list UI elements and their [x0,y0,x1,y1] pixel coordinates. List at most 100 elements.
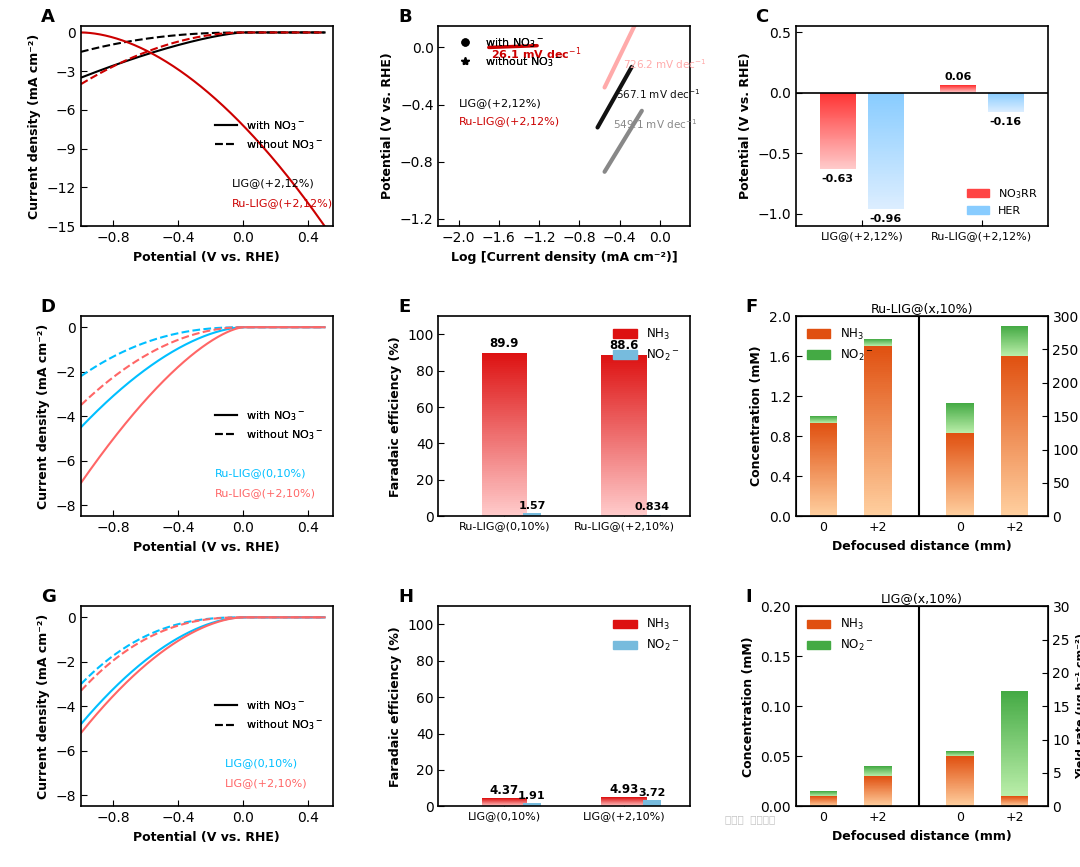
Bar [602,484,647,486]
Bar [864,512,892,514]
Bar [820,152,855,153]
Bar [810,485,837,486]
Bar [1001,779,1028,780]
Bar [810,484,837,485]
Bar [868,187,904,189]
Bar [1001,470,1028,473]
Bar [1001,384,1028,386]
Bar [820,123,855,124]
Bar [946,456,974,457]
Bar [946,450,974,451]
Bar [602,426,647,427]
Bar [868,153,904,155]
X-axis label: Defocused distance (mm): Defocused distance (mm) [832,539,1012,552]
Bar [1001,786,1028,787]
Bar [482,469,527,472]
Bar [820,133,855,134]
Bar [1001,734,1028,736]
Bar [602,381,647,383]
Bar [868,179,904,180]
Bar [482,449,527,451]
Bar [810,475,837,477]
Bar [946,483,974,484]
Bar [602,391,647,394]
Bar [1001,434,1028,436]
Text: 1.91: 1.91 [518,792,545,801]
Bar [864,459,892,461]
Bar [1001,766,1028,767]
Bar [810,504,837,505]
Legend: NH$_3$, NO$_2$$^-$: NH$_3$, NO$_2$$^-$ [801,612,878,658]
Text: 549.1 mV dec$^{-1}$: 549.1 mV dec$^{-1}$ [612,117,697,131]
Bar [482,439,527,440]
Bar [810,439,837,440]
Bar [1001,774,1028,775]
Bar [602,450,647,452]
Bar [820,110,855,111]
Bar [864,442,892,444]
Bar [1001,430,1028,432]
Text: Ru-LIG@(+2,12%): Ru-LIG@(+2,12%) [232,198,333,208]
Bar [810,488,837,490]
Bar [1001,744,1028,745]
Bar [1001,775,1028,777]
Bar [946,504,974,505]
Bar [820,148,855,149]
Bar [864,427,892,429]
Bar [820,111,855,112]
Bar [1001,777,1028,778]
Legend: NH$_3$, NO$_2$$^-$: NH$_3$, NO$_2$$^-$ [608,322,685,368]
Bar [946,455,974,456]
Bar [482,395,527,398]
Bar [868,196,904,198]
Bar [820,114,855,115]
Bar [868,200,904,202]
Bar [820,153,855,155]
Bar [602,403,647,406]
Bar [864,374,892,376]
Bar [864,391,892,393]
Bar [482,433,527,434]
Bar [1001,392,1028,394]
Bar [946,502,974,503]
Title: LIG@(x,10%): LIG@(x,10%) [881,592,962,605]
Bar [482,453,527,455]
Bar [868,158,904,160]
Bar [820,118,855,119]
Bar [482,428,527,430]
Bar [864,359,892,361]
Text: 1.57: 1.57 [518,500,545,511]
Bar [864,414,892,416]
Bar [864,495,892,497]
Bar [810,424,837,426]
Bar [810,446,837,447]
Bar [810,429,837,430]
Bar [602,385,647,388]
Bar [820,116,855,118]
Bar [864,508,892,510]
Bar [946,492,974,493]
Bar [602,359,647,361]
Bar [1001,787,1028,788]
Bar [602,383,647,385]
Bar [1001,414,1028,416]
Bar [820,105,855,106]
Bar [1001,733,1028,734]
Bar [864,446,892,448]
Bar [602,355,647,357]
Bar [868,131,904,132]
Bar [602,395,647,397]
Bar [1001,492,1028,494]
Bar [602,373,647,375]
Bar [810,431,837,433]
Bar [482,400,527,401]
Text: G: G [41,588,55,606]
Bar [868,108,904,110]
Bar [810,480,837,481]
Bar [868,99,904,100]
Bar [864,478,892,480]
Bar [1001,408,1028,410]
Bar [482,434,527,436]
Bar [864,444,892,446]
Bar [482,479,527,481]
